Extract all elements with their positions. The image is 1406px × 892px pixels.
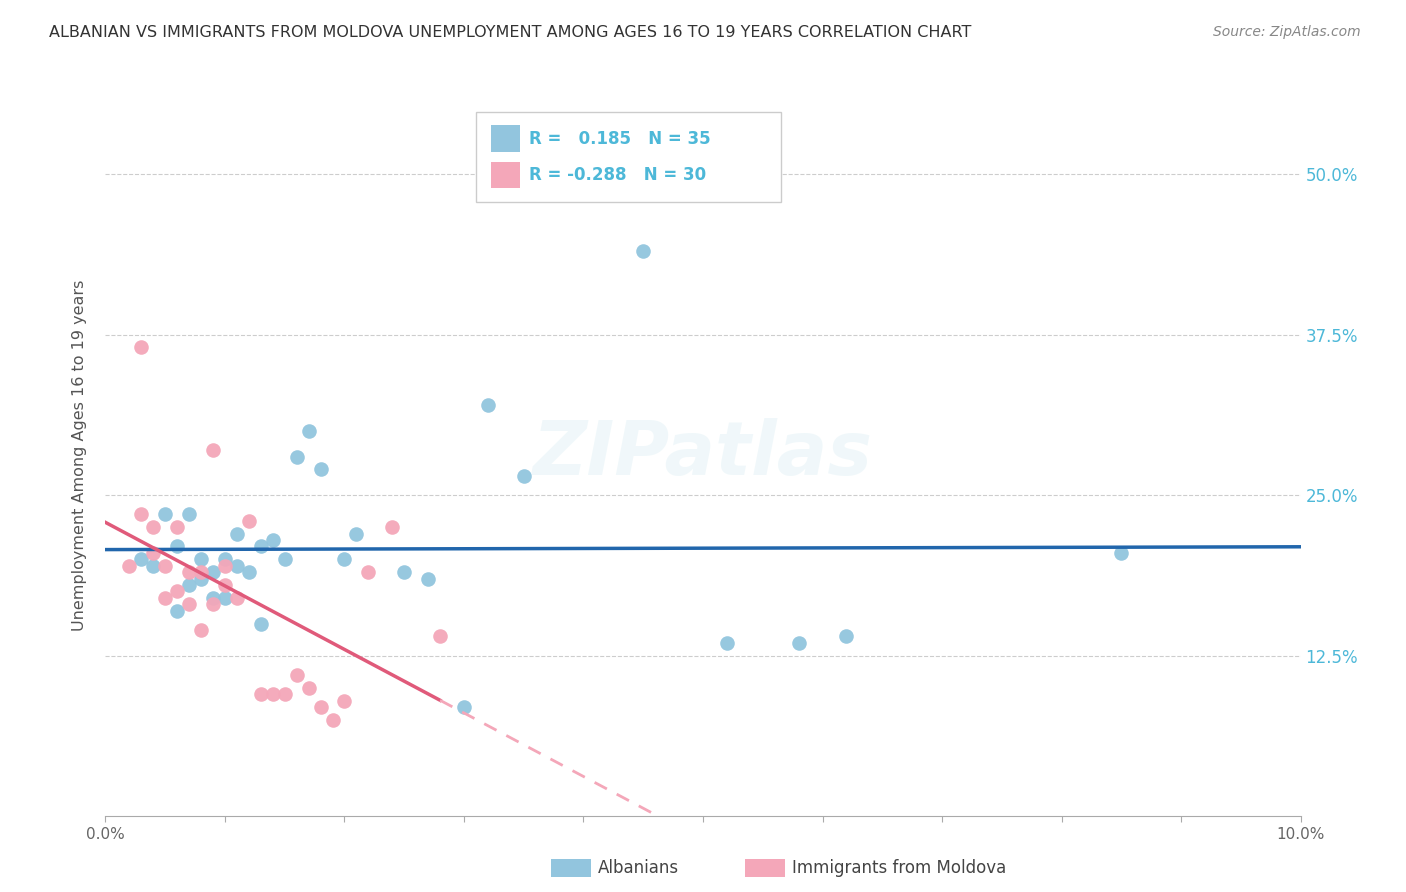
- Point: [477, 398, 499, 412]
- Point: [190, 552, 212, 566]
- Point: [309, 462, 332, 476]
- Point: [418, 572, 440, 586]
- Point: [166, 520, 188, 534]
- FancyBboxPatch shape: [475, 112, 780, 202]
- Text: ZIPatlas: ZIPatlas: [533, 418, 873, 491]
- Point: [142, 520, 165, 534]
- Point: [250, 540, 273, 554]
- Text: Immigrants from Moldova: Immigrants from Moldova: [792, 859, 1005, 877]
- Bar: [491, 161, 520, 188]
- Point: [202, 565, 225, 579]
- Point: [309, 700, 332, 714]
- Point: [250, 616, 273, 631]
- Point: [166, 584, 188, 599]
- Point: [166, 604, 188, 618]
- Y-axis label: Unemployment Among Ages 16 to 19 years: Unemployment Among Ages 16 to 19 years: [72, 279, 87, 631]
- Point: [285, 668, 308, 682]
- Point: [297, 681, 319, 695]
- Point: [190, 623, 212, 637]
- Text: R =   0.185   N = 35: R = 0.185 N = 35: [529, 129, 710, 147]
- Point: [166, 540, 188, 554]
- Point: [225, 558, 249, 573]
- Point: [177, 565, 200, 579]
- Point: [513, 468, 536, 483]
- Point: [787, 636, 810, 650]
- Point: [321, 713, 343, 727]
- Point: [453, 700, 475, 714]
- Point: [381, 520, 404, 534]
- Text: Albanians: Albanians: [598, 859, 679, 877]
- Point: [153, 508, 177, 522]
- Point: [273, 552, 295, 566]
- Point: [225, 591, 249, 605]
- Point: [346, 526, 368, 541]
- Point: [1111, 546, 1133, 560]
- Point: [118, 558, 141, 573]
- Point: [202, 443, 225, 458]
- Point: [129, 340, 153, 354]
- Point: [333, 693, 356, 707]
- Point: [835, 629, 858, 643]
- Text: R = -0.288   N = 30: R = -0.288 N = 30: [529, 166, 706, 184]
- Bar: [491, 125, 520, 152]
- Point: [273, 687, 295, 701]
- Point: [190, 565, 212, 579]
- Point: [153, 558, 177, 573]
- Point: [190, 572, 212, 586]
- Point: [716, 636, 738, 650]
- Point: [429, 629, 451, 643]
- Point: [633, 244, 655, 258]
- Point: [392, 565, 416, 579]
- Point: [129, 552, 153, 566]
- Point: [177, 578, 200, 592]
- Point: [357, 565, 380, 579]
- Text: ALBANIAN VS IMMIGRANTS FROM MOLDOVA UNEMPLOYMENT AMONG AGES 16 TO 19 YEARS CORRE: ALBANIAN VS IMMIGRANTS FROM MOLDOVA UNEM…: [49, 25, 972, 40]
- Text: Source: ZipAtlas.com: Source: ZipAtlas.com: [1213, 25, 1361, 39]
- Point: [202, 597, 225, 611]
- Point: [238, 514, 260, 528]
- Point: [214, 578, 236, 592]
- Point: [262, 533, 284, 547]
- Point: [142, 558, 165, 573]
- Point: [285, 450, 308, 464]
- Point: [202, 591, 225, 605]
- Point: [153, 591, 177, 605]
- Point: [214, 552, 236, 566]
- Point: [262, 687, 284, 701]
- Point: [297, 424, 319, 438]
- Point: [333, 552, 356, 566]
- Point: [142, 546, 165, 560]
- Point: [250, 687, 273, 701]
- Point: [214, 558, 236, 573]
- Point: [214, 591, 236, 605]
- Point: [238, 565, 260, 579]
- Point: [225, 526, 249, 541]
- Point: [177, 508, 200, 522]
- Point: [177, 597, 200, 611]
- Point: [129, 508, 153, 522]
